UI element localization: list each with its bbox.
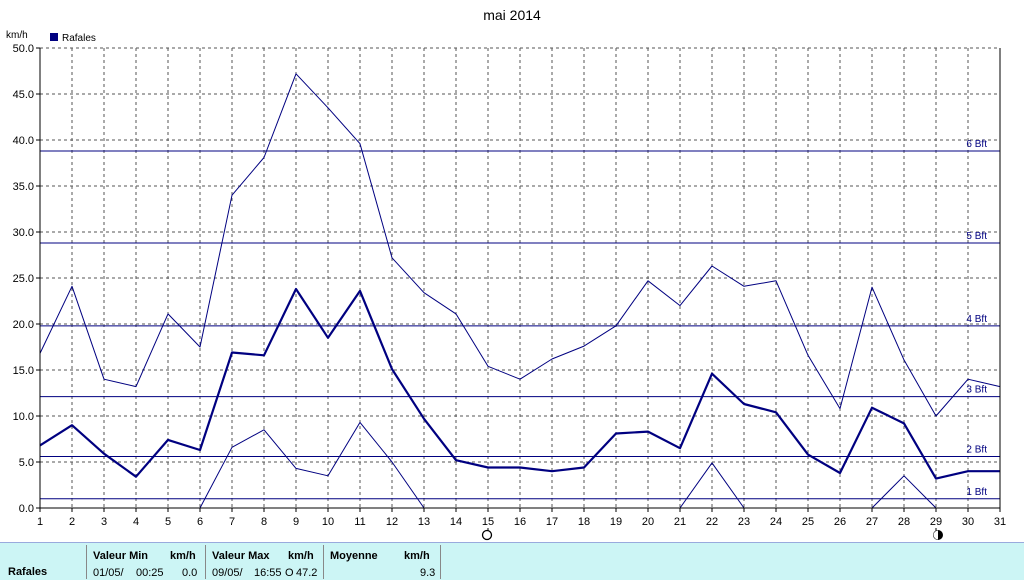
x-tick-label: 10 — [322, 516, 334, 528]
x-tick-label: 12 — [386, 516, 398, 528]
x-tick-label: 26 — [834, 516, 846, 528]
y-tick-label: 20.0 — [13, 319, 34, 331]
max-value: 47.2 — [296, 567, 318, 579]
chart-background — [0, 0, 1024, 542]
y-tick-label: 30.0 — [13, 227, 34, 239]
y-tick-label: 5.0 — [19, 457, 34, 469]
legend-label: Rafales — [62, 33, 96, 44]
beaufort-label: 5 Bft — [966, 231, 987, 242]
min-date: 01/05/ — [93, 567, 124, 579]
stats-divider — [86, 545, 87, 579]
x-tick-label: 9 — [293, 516, 299, 528]
series-line — [679, 462, 745, 509]
beaufort-label: 6 Bft — [966, 139, 987, 150]
y-tick-label: 15.0 — [13, 365, 34, 377]
beaufort-lines: 1 Bft 2 Bft 3 Bft 4 Bft 5 Bft 6 Bft — [40, 139, 1000, 500]
x-tick-label: 6 — [197, 516, 203, 528]
max-date: 09/05/ — [212, 567, 243, 579]
x-tick-label: 23 — [738, 516, 750, 528]
series-line — [871, 475, 937, 509]
x-tick-label: 14 — [450, 516, 462, 528]
y-tick-label: 40.0 — [13, 135, 34, 147]
y-tick-label: 0.0 — [19, 503, 34, 515]
series-lines — [39, 73, 1001, 509]
beaufort-label: 1 Bft — [966, 487, 987, 498]
x-tick-label: 25 — [802, 516, 814, 528]
min-time: 00:25 — [136, 567, 164, 579]
stats-row-label: Rafales — [8, 566, 48, 578]
series-line — [199, 421, 425, 509]
x-tick-label: 5 — [165, 516, 171, 528]
chart-title: mai 2014 — [483, 7, 541, 23]
stats-bar: Rafales Valeur Min km/h 01/05/ 00:25 0.0… — [0, 542, 1024, 580]
y-tick-label: 10.0 — [13, 411, 34, 423]
x-tick-label: 15 — [482, 516, 494, 528]
y-tick-label: 45.0 — [13, 89, 34, 101]
y-tick-label: 50.0 — [13, 43, 34, 55]
y-axis-label: km/h — [6, 30, 28, 41]
chart: mai 2014 km/h Rafales 1 Bft 2 Bft 3 Bft 4 B… — [0, 0, 1024, 542]
avg-unit: km/h — [404, 550, 430, 562]
stats-divider — [205, 545, 206, 579]
tick-labels: 0.0 5.0 10.0 15.0 20.0 25.0 30.0 35.0 40.0 45.0 50… — [13, 43, 1007, 528]
x-tick-label: 11 — [354, 516, 365, 528]
max-unit: km/h — [288, 550, 314, 562]
x-tick-label: 4 — [133, 516, 139, 528]
beaufort-label: 3 Bft — [966, 385, 987, 396]
x-tick-label: 7 — [229, 516, 235, 528]
avg-value: 9.3 — [420, 567, 436, 579]
x-tick-label: 31 — [994, 516, 1006, 528]
x-tick-label: 2 — [69, 516, 75, 528]
x-tick-label: 1 — [37, 516, 43, 528]
x-tick-label: 19 — [610, 516, 622, 528]
legend-swatch — [50, 33, 58, 41]
full-moon-icon — [481, 529, 493, 541]
x-tick-label: 28 — [898, 516, 910, 528]
y-tick-label: 35.0 — [13, 181, 34, 193]
series-line — [39, 287, 1000, 480]
x-tick-label: 21 — [674, 516, 686, 528]
x-tick-label: 22 — [706, 516, 718, 528]
avg-header: Moyenne — [330, 550, 378, 562]
x-tick-label: 18 — [578, 516, 590, 528]
moon-markers — [481, 528, 943, 541]
x-tick-label: 27 — [866, 516, 878, 528]
new-moon-icon-half — [933, 530, 938, 540]
min-unit: km/h — [170, 550, 196, 562]
stats-divider — [323, 545, 324, 579]
x-tick-label: 8 — [261, 516, 267, 528]
x-tick-label: 30 — [962, 516, 974, 528]
x-tick-label: 13 — [418, 516, 430, 528]
beaufort-label: 2 Bft — [966, 444, 987, 455]
y-tick-label: 25.0 — [13, 273, 34, 285]
x-tick-label: 20 — [642, 516, 654, 528]
x-tick-label: 24 — [770, 516, 782, 528]
max-symbol: O — [285, 567, 294, 579]
min-value: 0.0 — [182, 567, 198, 579]
max-header: Valeur Max — [212, 550, 270, 562]
min-header: Valeur Min — [93, 550, 149, 562]
x-tick-label: 29 — [930, 516, 942, 528]
x-tick-label: 3 — [101, 516, 107, 528]
series-line — [39, 73, 1001, 417]
x-tick-label: 17 — [546, 516, 558, 528]
stats-divider — [440, 545, 441, 579]
x-tick-label: 16 — [514, 516, 526, 528]
beaufort-label: 4 Bft — [966, 314, 987, 325]
max-time: 16:55 — [254, 567, 282, 579]
